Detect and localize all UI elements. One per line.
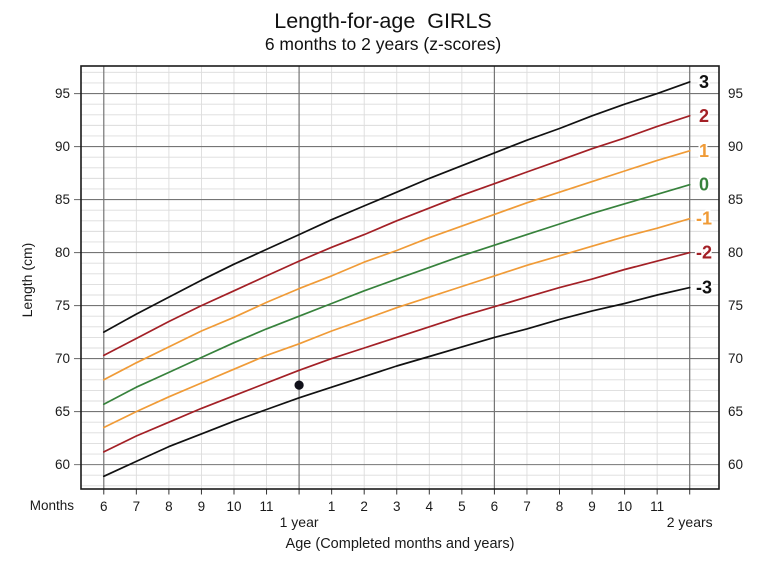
z-score-label: 1 (699, 141, 709, 161)
y-tick-label-left: 70 (55, 351, 70, 366)
x-axis-unit-label: Months (29, 498, 74, 513)
year-label: 2 years (667, 514, 713, 530)
x-tick-labels: 6 7 8 9 10 11 1 2 3 4 5 6 7 8 9 10 11 (100, 499, 664, 514)
y-tick-label-left: 95 (55, 86, 70, 101)
chart-subtitle: 6 months to 2 years (z-scores) (264, 34, 502, 54)
x-tick-label: 7 (523, 499, 531, 514)
y-tick-label-left: 90 (55, 139, 70, 154)
curve-z-2 (102, 251, 691, 453)
x-tick-label: 8 (556, 499, 564, 514)
curve-z-3 (102, 286, 691, 478)
grid-minor (81, 66, 719, 489)
z-score-label: -3 (696, 278, 712, 298)
curve-labels: 3 2 1 0 -1 -2 -3 (694, 70, 714, 299)
chart-title: Length-for-age GIRLS (274, 9, 492, 33)
year-labels: 1 year 2 years (280, 514, 713, 530)
x-tick-label: 4 (426, 499, 434, 514)
x-tick-label: 6 (100, 499, 108, 514)
plot-frame (80, 65, 720, 490)
x-tick-label: 8 (165, 499, 173, 514)
y-tick-label-right: 75 (728, 298, 743, 313)
grid-major (74, 66, 719, 489)
year-label: 1 year (280, 514, 319, 530)
z-curves (102, 81, 691, 478)
x-tick-label: 10 (617, 499, 632, 514)
z-score-label: -1 (696, 209, 712, 229)
y-tick-labels-right: 60 65 70 75 80 85 90 95 (728, 86, 743, 472)
x-tick-label: 1 (328, 499, 336, 514)
x-tick-label: 2 (360, 499, 368, 514)
curve-z2 (102, 114, 691, 357)
y-tick-label-left: 75 (55, 298, 70, 313)
z-score-label: -2 (696, 243, 712, 263)
y-tick-label-right: 80 (728, 245, 743, 260)
curve-z1 (102, 149, 691, 381)
y-tick-label-right: 90 (728, 139, 743, 154)
x-tick-label: 11 (260, 499, 274, 514)
y-tick-label-right: 85 (728, 192, 743, 207)
y-tick-label-right: 70 (728, 351, 743, 366)
x-tick-label: 9 (198, 499, 206, 514)
y-tick-label-right: 65 (728, 404, 743, 419)
curve-z3 (102, 81, 691, 333)
x-tick-label: 7 (133, 499, 141, 514)
z-score-label: 0 (699, 175, 709, 195)
y-tick-label-left: 85 (55, 192, 70, 207)
x-axis-title: Age (Completed months and years) (285, 536, 515, 552)
plotted-point (294, 380, 304, 390)
y-tick-labels-left: 60 65 70 75 80 85 90 95 (55, 86, 70, 472)
y-tick-label-left: 65 (55, 404, 70, 419)
y-tick-label-right: 60 (728, 457, 743, 472)
x-tick-label: 10 (226, 499, 241, 514)
curve-z0 (102, 183, 691, 406)
y-tick-label-left: 80 (55, 245, 70, 260)
y-tick-label-right: 95 (728, 86, 743, 101)
x-tick-label: 3 (393, 499, 401, 514)
x-tick-label: 9 (588, 499, 596, 514)
x-axis-tickmarks (103, 489, 691, 495)
x-tick-label: 11 (650, 499, 664, 514)
y-tick-label-left: 60 (55, 457, 70, 472)
z-score-label: 2 (699, 106, 709, 126)
x-tick-label: 6 (491, 499, 499, 514)
z-score-label: 3 (699, 72, 709, 92)
curve-z-1 (102, 217, 691, 429)
x-tick-label: 5 (458, 499, 466, 514)
